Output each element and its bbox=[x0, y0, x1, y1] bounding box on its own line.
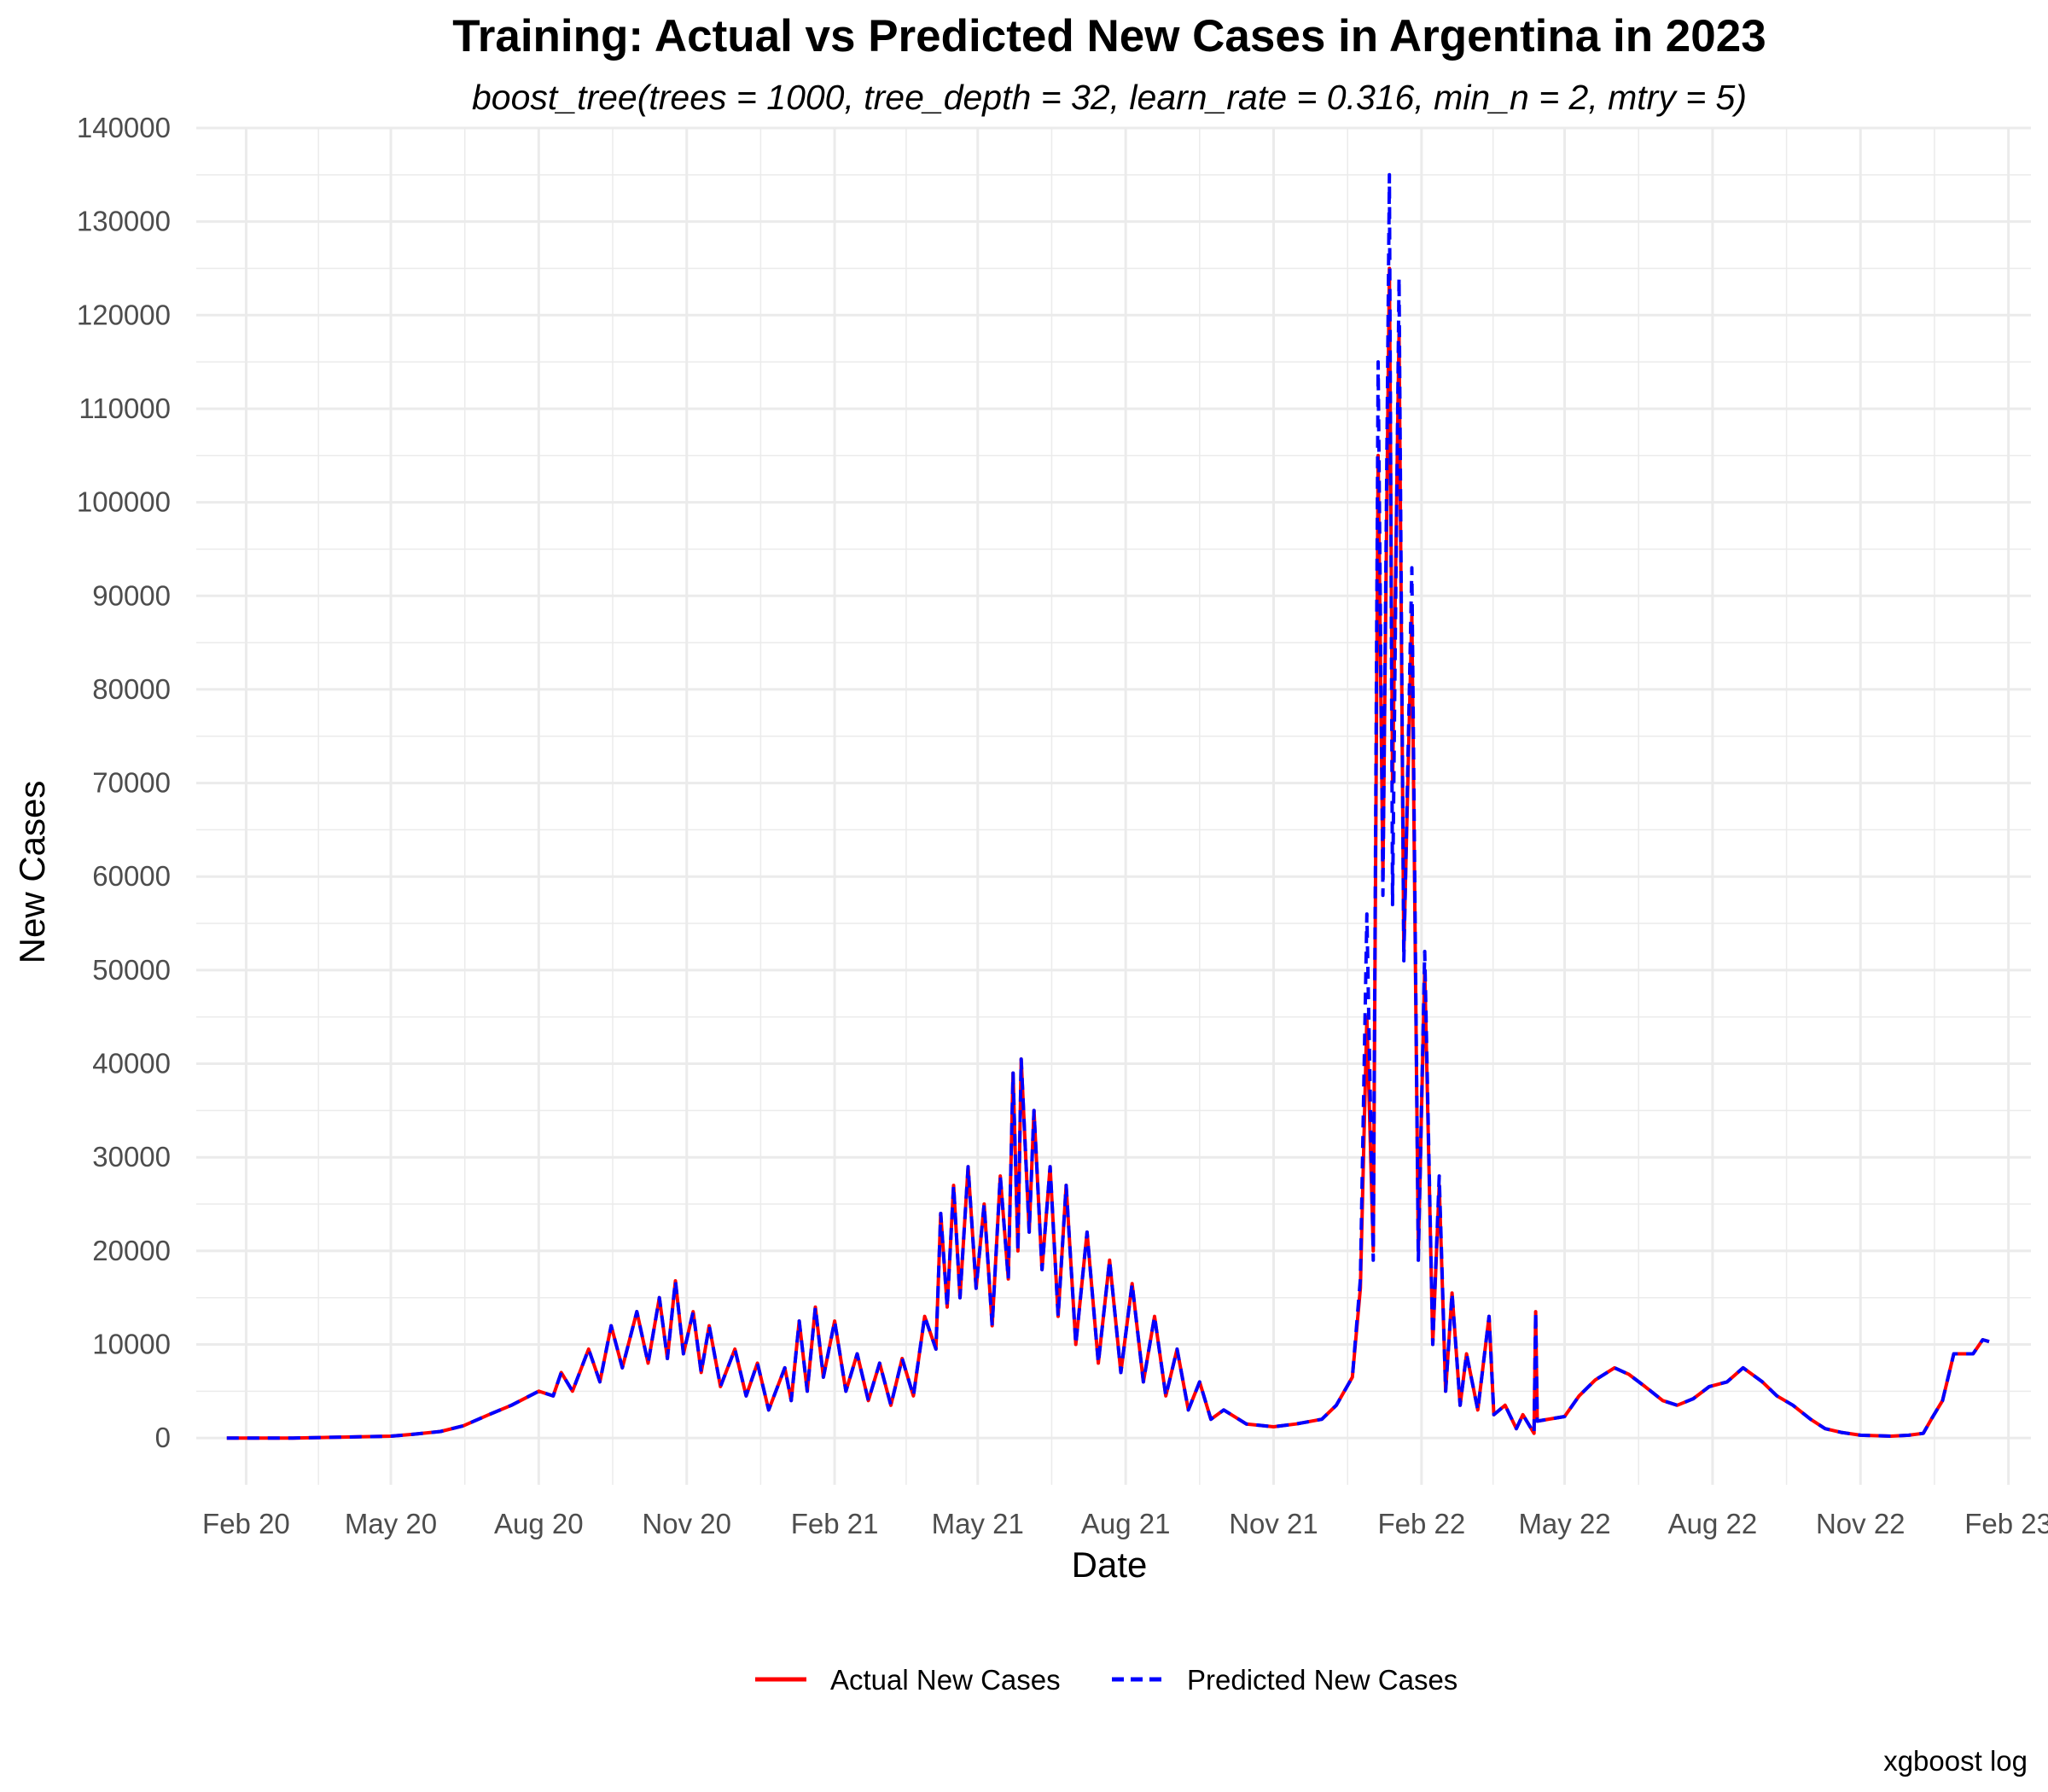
x-axis-title: Date bbox=[1072, 1545, 1148, 1585]
x-tick-label: May 21 bbox=[932, 1508, 1024, 1539]
y-tick-label: 140000 bbox=[77, 112, 171, 143]
x-tick-label: May 20 bbox=[345, 1508, 437, 1539]
chart-title: Training: Actual vs Predicted New Cases … bbox=[452, 11, 1766, 61]
y-tick-label: 120000 bbox=[77, 299, 171, 330]
y-tick-label: 50000 bbox=[92, 954, 171, 986]
y-axis-ticks: 0 10000 20000 30000 40000 50000 60000 70000 8000… bbox=[77, 112, 171, 1453]
y-axis-title: New Cases bbox=[12, 781, 52, 964]
grid-lines bbox=[196, 126, 2031, 1485]
x-tick-label: Feb 23 bbox=[1964, 1508, 2048, 1539]
y-tick-label: 100000 bbox=[77, 486, 171, 518]
y-tick-label: 110000 bbox=[79, 393, 171, 424]
x-tick-label: Aug 21 bbox=[1081, 1508, 1171, 1539]
x-tick-label: Feb 21 bbox=[791, 1508, 879, 1539]
y-tick-label: 130000 bbox=[77, 206, 171, 237]
series-line-predicted bbox=[226, 172, 1990, 1440]
legend: Actual New Cases Predicted New Cases bbox=[755, 1664, 1457, 1696]
x-tick-label: Nov 22 bbox=[1816, 1508, 1905, 1539]
y-tick-label: 40000 bbox=[92, 1048, 171, 1079]
series-line-actual bbox=[226, 266, 1990, 1440]
x-tick-label: Feb 22 bbox=[1377, 1508, 1465, 1539]
y-tick-label: 60000 bbox=[92, 860, 171, 892]
x-tick-label: Aug 22 bbox=[1668, 1508, 1758, 1539]
x-tick-label: May 22 bbox=[1518, 1508, 1610, 1539]
x-tick-label: Nov 20 bbox=[642, 1508, 731, 1539]
chart-caption: xgboost log bbox=[1883, 1745, 2028, 1777]
x-axis-ticks: Feb 20 May 20 Aug 20 Nov 20 Feb 21 May 21 Aug … bbox=[202, 1508, 2048, 1539]
y-tick-label: 70000 bbox=[92, 767, 171, 799]
chart-subtitle: boost_tree(trees = 1000, tree_depth = 32… bbox=[472, 78, 1747, 117]
y-tick-label: 10000 bbox=[92, 1329, 171, 1360]
legend-label-actual: Actual New Cases bbox=[830, 1664, 1061, 1696]
y-tick-label: 20000 bbox=[92, 1235, 171, 1266]
series-lines bbox=[226, 172, 1990, 1440]
legend-label-predicted: Predicted New Cases bbox=[1187, 1664, 1457, 1696]
y-tick-label: 80000 bbox=[92, 673, 171, 705]
y-tick-label: 30000 bbox=[92, 1141, 171, 1172]
x-tick-label: Aug 20 bbox=[494, 1508, 584, 1539]
y-tick-label: 0 bbox=[155, 1422, 171, 1453]
y-tick-label: 90000 bbox=[92, 579, 171, 611]
x-tick-label: Nov 21 bbox=[1229, 1508, 1318, 1539]
x-tick-label: Feb 20 bbox=[202, 1508, 290, 1539]
